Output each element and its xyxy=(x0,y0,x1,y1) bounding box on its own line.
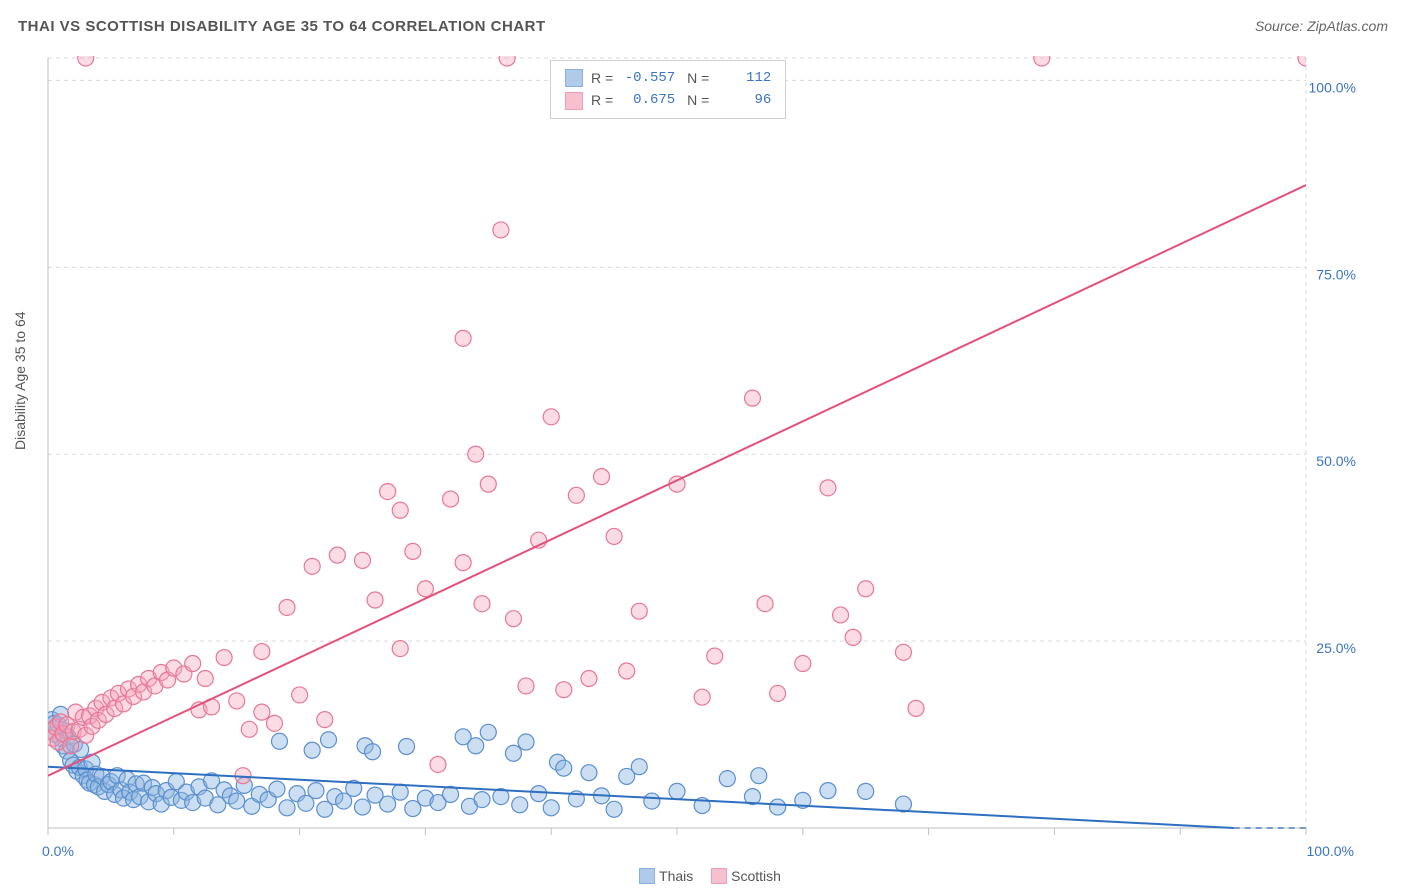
svg-text:0.0%: 0.0% xyxy=(42,843,74,859)
svg-text:75.0%: 75.0% xyxy=(1316,266,1356,282)
svg-text:100.0%: 100.0% xyxy=(1307,843,1354,859)
scottish-legend-swatch xyxy=(711,868,727,884)
thais-n-value: 112 xyxy=(717,67,771,89)
scottish-swatch xyxy=(565,92,583,110)
thais-swatch xyxy=(565,69,583,87)
scottish-r-value: 0.675 xyxy=(621,89,675,111)
series-legend: Thais Scottish xyxy=(0,868,1406,884)
svg-text:50.0%: 50.0% xyxy=(1316,453,1356,469)
legend-row-thais: R =-0.557 N =112 xyxy=(565,67,771,89)
legend-row-scottish: R =0.675 N =96 xyxy=(565,89,771,111)
svg-text:25.0%: 25.0% xyxy=(1316,640,1356,656)
scottish-legend-label: Scottish xyxy=(731,868,781,884)
correlation-legend: R =-0.557 N =112 R =0.675 N =96 xyxy=(550,60,786,119)
thais-legend-label: Thais xyxy=(659,868,693,884)
svg-text:100.0%: 100.0% xyxy=(1309,79,1356,95)
correlation-scatter-chart: 25.0% 50.0% 75.0% 100.0% 0.0% 100.0% xyxy=(0,0,1406,892)
thais-r-value: -0.557 xyxy=(621,67,675,89)
thais-legend-swatch xyxy=(639,868,655,884)
scottish-n-value: 96 xyxy=(717,89,771,111)
